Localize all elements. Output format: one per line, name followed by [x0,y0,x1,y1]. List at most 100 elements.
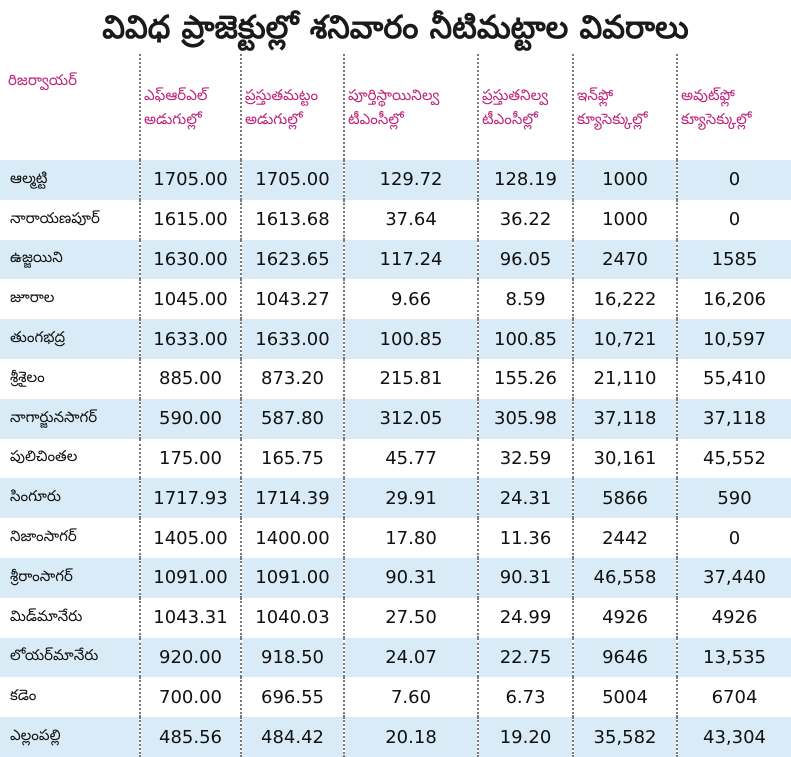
table-row: జూరాల 1045.00 1043.27 9.66 8.59 16,222 16,206 [0,279,791,320]
table-row: నాగార్జునసాగర్ 590.00 587.80 312.05 305.98 37… [0,398,791,439]
table-row: లోయర్‌మానేరు 920.00 918.50 24.07 22.75 9646 13… [0,637,791,678]
frl-cell: 920.00 [140,637,242,678]
reservoir-name-cell: సింగూరు [0,478,141,519]
frl-cell: 1043.31 [140,597,242,638]
frl-cell: 1045.00 [140,279,242,320]
full-storage-cell: 17.80 [344,518,479,558]
frl-cell: 1705.00 [140,160,242,200]
outflow-cell: 16,206 [677,279,791,320]
outflow-cell: 10,597 [677,319,791,359]
column-header-outflow: అవుట్‌ఫ్లో క్యూసెక్కుల్లో [677,54,791,160]
table-row: ఎల్లంపల్లి 485.56 484.42 20.18 19.20 35,582 43… [0,717,791,757]
inflow-cell: 9646 [573,637,678,678]
table-row: కడెం 700.00 696.55 7.60 6.73 5004 6704 [0,677,791,718]
table-row: సింగూరు 1717.93 1714.39 29.91 24.31 5866 590 [0,478,791,519]
current-storage-cell: 24.99 [478,597,574,638]
outflow-cell: 590 [677,478,791,519]
inflow-cell: 10,721 [573,319,678,359]
current-storage-cell: 100.85 [478,319,574,359]
table-row: శ్రీశైలం 885.00 873.20 215.81 155.26 21,110 55… [0,358,791,399]
frl-cell: 1405.00 [140,518,242,558]
current-storage-cell: 305.98 [478,398,574,439]
full-storage-cell: 37.64 [344,199,479,240]
reservoir-name-cell: శ్రీరాంసాగర్ [0,557,141,598]
outflow-cell: 6704 [677,677,791,718]
current-level-cell: 1043.27 [241,279,345,320]
header-line1: అవుట్‌ఫ్లో [681,86,735,104]
reservoir-name-cell: కడెం [0,677,141,718]
current-storage-cell: 90.31 [478,557,574,598]
table-row: ఆల్మట్టి 1705.00 1705.00 129.72 128.19 1000 0 [0,160,791,200]
current-level-cell: 918.50 [241,637,345,678]
reservoir-name-cell: నాగార్జునసాగర్ [0,398,141,439]
full-storage-cell: 312.05 [344,398,479,439]
header-line1: పూర్తిస్థాయినిల్వ [348,86,440,104]
current-storage-cell: 96.05 [478,239,574,280]
table-row: నారాయణపూర్ 1615.00 1613.68 37.64 36.22 1000 0 [0,199,791,240]
reservoir-name-cell: నారాయణపూర్ [0,199,141,240]
table-row: తుంగభద్ర 1633.00 1633.00 100.85 100.85 10,721… [0,319,791,359]
outflow-cell: 55,410 [677,358,791,399]
reservoir-name-cell: శ్రీశైలం [0,358,141,399]
outflow-cell: 13,535 [677,637,791,678]
current-level-cell: 1623.65 [241,239,345,280]
inflow-cell: 1000 [573,160,678,200]
page-title: వివిధ ప్రాజెక్టుల్లో శనివారం నీటిమట్టాల … [102,8,689,46]
current-storage-cell: 155.26 [478,358,574,399]
table-row: ఉజ్జయిని 1630.00 1623.65 117.24 96.05 2470 158… [0,239,791,280]
frl-cell: 485.56 [140,717,242,757]
inflow-cell: 5004 [573,677,678,718]
reservoir-name-cell: మిడ్‌మానేరు [0,597,141,638]
current-storage-cell: 11.36 [478,518,574,558]
current-level-cell: 1705.00 [241,160,345,200]
reservoir-name-cell: పులిచింతల [0,438,141,479]
reservoir-name-cell: నిజాంసాగర్ [0,518,141,558]
frl-cell: 1091.00 [140,557,242,598]
full-storage-cell: 20.18 [344,717,479,757]
header-line2: టీఎంసీల్లో [348,110,404,128]
column-header-current-level: ప్రస్తుతమట్టం అడుగుల్లో [241,54,345,160]
outflow-cell: 37,118 [677,398,791,439]
table-row: శ్రీరాంసాగర్ 1091.00 1091.00 90.31 90.31 46,5… [0,557,791,598]
reservoir-name-cell: ఎల్లంపల్లి [0,717,141,757]
table-row: మిడ్‌మానేరు 1043.31 1040.03 27.50 24.99 4926 4… [0,597,791,638]
reservoir-name-cell: ఉజ్జయిని [0,239,141,280]
column-header-inflow: ఇన్‌ఫ్లో క్యూసెక్కుల్లో [573,54,678,160]
current-storage-cell: 19.20 [478,717,574,757]
current-level-cell: 1400.00 [241,518,345,558]
table-row: పులిచింతల 175.00 165.75 45.77 32.59 30,161 45,… [0,438,791,479]
inflow-cell: 2470 [573,239,678,280]
outflow-cell: 37,440 [677,557,791,598]
full-storage-cell: 9.66 [344,279,479,320]
header-line2: అడుగుల్లో [144,110,202,128]
header-line1: ప్రస్తుతమట్టం [245,86,319,104]
outflow-cell: 43,304 [677,717,791,757]
table-row: నిజాంసాగర్ 1405.00 1400.00 17.80 11.36 2442 0 [0,518,791,558]
header-line2: క్యూసెక్కుల్లో [681,110,752,128]
current-level-cell: 873.20 [241,358,345,399]
inflow-cell: 16,222 [573,279,678,320]
full-storage-cell: 27.50 [344,597,479,638]
header-line2: అడుగుల్లో [245,110,303,128]
reservoir-name-cell: ఆల్మట్టి [0,160,141,200]
header-line1: రిజర్వాయర్ [8,71,77,89]
current-storage-cell: 8.59 [478,279,574,320]
full-storage-cell: 7.60 [344,677,479,718]
header-line1: ఇన్‌ఫ్లో [577,86,614,104]
header-line1: ప్రస్తుతనిల్వ [482,86,549,104]
inflow-cell: 2442 [573,518,678,558]
outflow-cell: 0 [677,160,791,200]
current-storage-cell: 24.31 [478,478,574,519]
outflow-cell: 45,552 [677,438,791,479]
full-storage-cell: 29.91 [344,478,479,519]
inflow-cell: 30,161 [573,438,678,479]
current-storage-cell: 36.22 [478,199,574,240]
inflow-cell: 35,582 [573,717,678,757]
column-header-full-storage: పూర్తిస్థాయినిల్వ టీఎంసీల్లో [344,54,479,160]
full-storage-cell: 100.85 [344,319,479,359]
outflow-cell: 0 [677,518,791,558]
current-level-cell: 696.55 [241,677,345,718]
frl-cell: 175.00 [140,438,242,479]
frl-cell: 1633.00 [140,319,242,359]
